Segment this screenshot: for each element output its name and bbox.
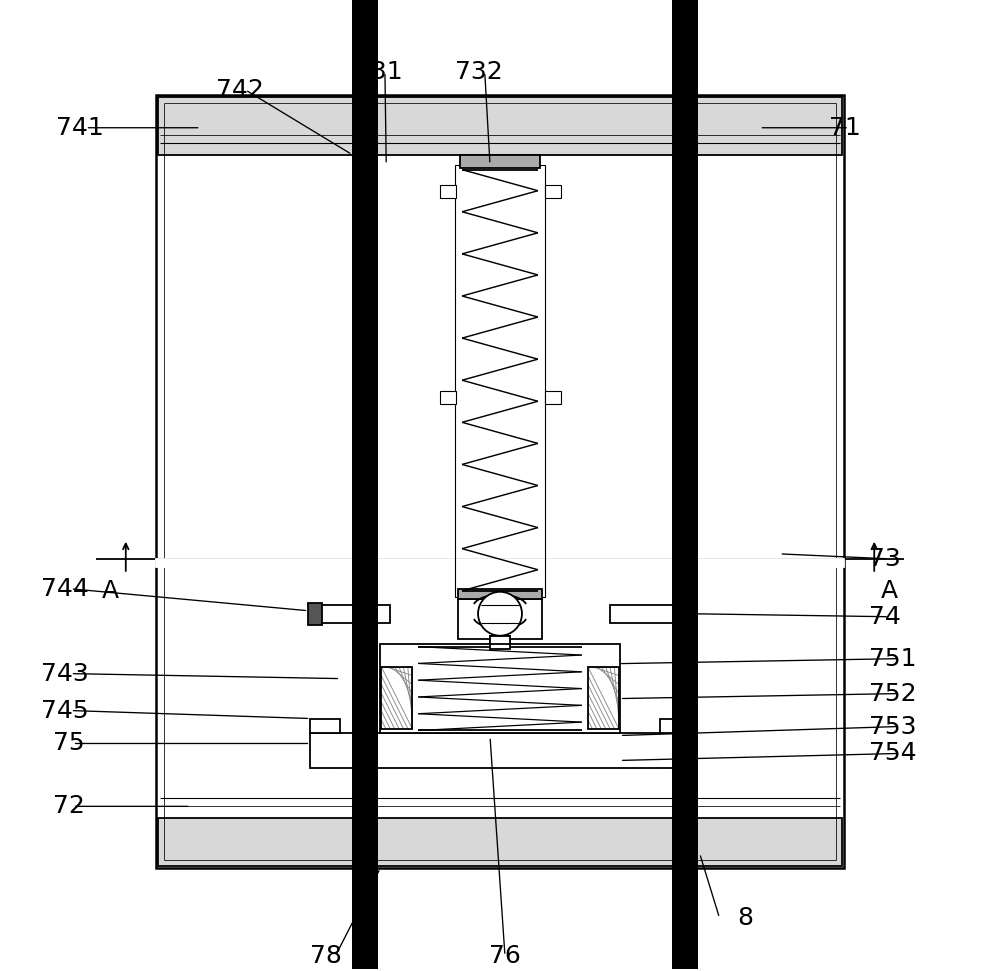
- Bar: [381, 667, 412, 728]
- Text: 753: 753: [869, 715, 917, 739]
- Bar: [158, 819, 842, 866]
- Text: 75: 75: [53, 731, 85, 755]
- Bar: [490, 636, 510, 649]
- Text: 732: 732: [455, 60, 503, 84]
- Bar: [660, 719, 690, 733]
- Bar: [440, 184, 456, 197]
- Bar: [310, 733, 690, 768]
- Bar: [545, 391, 561, 404]
- Bar: [352, 0, 378, 969]
- Text: 73: 73: [869, 547, 901, 571]
- Text: 744: 744: [41, 577, 89, 601]
- Text: 731: 731: [355, 60, 403, 84]
- Bar: [156, 559, 844, 567]
- Bar: [610, 605, 680, 622]
- Text: 76: 76: [489, 944, 521, 968]
- Bar: [320, 605, 390, 622]
- Circle shape: [478, 591, 522, 636]
- Bar: [588, 667, 619, 728]
- Bar: [156, 95, 844, 868]
- Text: 751: 751: [869, 647, 917, 671]
- Bar: [310, 719, 340, 733]
- Text: 78: 78: [310, 944, 342, 968]
- Bar: [490, 636, 510, 644]
- Text: 754: 754: [869, 742, 917, 765]
- Bar: [455, 165, 545, 597]
- Bar: [460, 154, 540, 168]
- Bar: [545, 184, 561, 197]
- Text: 742: 742: [216, 78, 263, 102]
- Bar: [158, 97, 842, 154]
- Text: 72: 72: [53, 794, 85, 819]
- Text: 752: 752: [869, 682, 917, 706]
- Bar: [440, 391, 456, 404]
- Bar: [458, 599, 542, 639]
- Bar: [380, 644, 620, 733]
- Text: 8: 8: [738, 906, 754, 930]
- Text: 741: 741: [56, 116, 104, 140]
- Bar: [458, 588, 542, 599]
- Bar: [678, 603, 692, 624]
- Text: 74: 74: [869, 605, 901, 629]
- Text: A: A: [102, 579, 119, 603]
- Text: 743: 743: [41, 661, 89, 686]
- Text: 745: 745: [41, 698, 89, 722]
- Text: 71: 71: [829, 116, 861, 140]
- Bar: [672, 0, 698, 969]
- Text: A: A: [881, 579, 898, 603]
- Bar: [308, 603, 322, 624]
